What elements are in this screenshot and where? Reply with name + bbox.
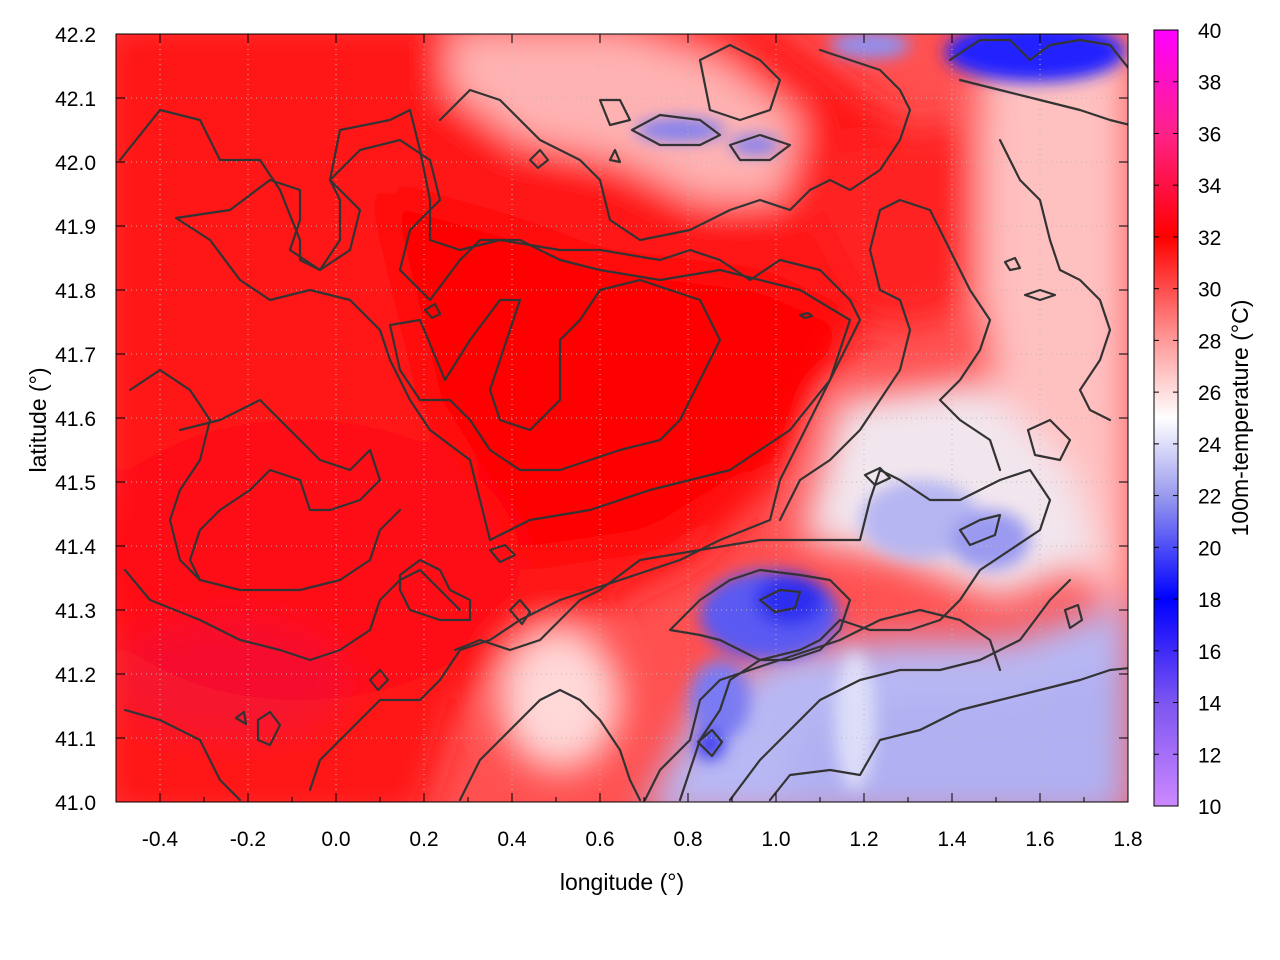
y-tick-label: 41.8 (55, 280, 96, 303)
contour-line (128, 368, 212, 582)
contour-line (423, 302, 442, 320)
y-tick-label: 42.1 (55, 88, 96, 111)
y-tick-label: 41.0 (55, 792, 96, 815)
contour-line (368, 668, 390, 692)
y-tick-label: 41.4 (55, 536, 96, 559)
colorbar-label: 100m-temperature (°C) (1227, 300, 1253, 537)
contour-line (758, 588, 802, 614)
colorbar-frame (1153, 29, 1179, 807)
y-tick-label: 42.2 (55, 24, 96, 47)
colorbar-ticks: 10 12 14 16 18 20 22 24 26 28 30 32 34 36 38 40 (1154, 20, 1222, 819)
colorbar-tick-label: 22 (1198, 486, 1221, 509)
colorbar-tick-label: 16 (1198, 641, 1221, 664)
y-axis-label: latitude (°) (25, 367, 51, 472)
contour-line (798, 311, 814, 320)
colorbar-tick-label: 34 (1198, 175, 1222, 198)
contour-line (958, 513, 1002, 547)
contour-line (508, 598, 532, 626)
y-tick-label: 41.2 (55, 664, 96, 687)
x-tick-label: 0.4 (497, 828, 527, 851)
colorbar-tick-label: 26 (1198, 382, 1221, 405)
contour-line (778, 198, 1002, 522)
contour-line (234, 710, 248, 726)
colorbar-tick-label: 40 (1198, 20, 1221, 43)
colorbar-tick-label: 20 (1198, 537, 1221, 560)
x-tick-label: 0.8 (673, 828, 702, 851)
y-tick-label: 41.3 (55, 600, 96, 623)
contour-line (643, 608, 1002, 802)
colorbar-tick-label: 28 (1198, 330, 1221, 353)
contour-line (698, 43, 782, 122)
contour-line (630, 113, 722, 147)
contour-line (398, 558, 472, 622)
contour-line (178, 398, 402, 592)
colorbar-tick-label: 14 (1198, 693, 1222, 716)
contour-line (174, 138, 852, 542)
y-tick-label: 41.7 (55, 344, 96, 367)
colorbar (1154, 30, 1178, 806)
contour-line (388, 278, 722, 472)
x-tick-label: 0.2 (409, 828, 438, 851)
x-tick-label: 1.6 (1025, 828, 1054, 851)
colorbar-tick-label: 38 (1198, 72, 1221, 95)
colorbar-tick-label: 12 (1198, 744, 1221, 767)
x-tick-label: -0.4 (142, 828, 179, 851)
contour-line (728, 133, 792, 162)
y-tick-label: 41.6 (55, 408, 96, 431)
contour-line (958, 78, 1128, 126)
colorbar-tick-label: 18 (1198, 589, 1221, 612)
x-axis-ticks: -0.4 -0.2 0.0 0.2 0.4 0.6 0.8 1.0 1.2 1.4 1.6 1.8 (142, 34, 1143, 851)
contour-line (438, 48, 912, 242)
contour-line (488, 543, 517, 564)
temperature-contours (118, 38, 1128, 802)
contour-line (598, 98, 632, 127)
contour-line (1063, 603, 1084, 630)
contour-line (1026, 418, 1072, 462)
x-tick-label: 0.0 (321, 828, 350, 851)
y-tick-label: 41.9 (55, 216, 96, 239)
contour-line (123, 568, 462, 662)
contour-line (668, 568, 852, 662)
colorbar-tick-label: 30 (1198, 279, 1221, 302)
y-tick-label: 41.1 (55, 728, 96, 751)
contour-line (123, 708, 242, 802)
contour-line (1023, 288, 1057, 302)
x-axis-label: longitude (°) (560, 869, 684, 895)
x-tick-label: 0.6 (585, 828, 614, 851)
contour-line (458, 688, 642, 802)
y-tick-label: 41.5 (55, 472, 96, 495)
contour-line (863, 466, 892, 487)
colorbar-tick-label: 10 (1198, 796, 1221, 819)
colorbar-tick-label: 36 (1198, 123, 1221, 146)
x-tick-label: -0.2 (230, 828, 266, 851)
contour-line (696, 728, 724, 758)
x-tick-label: 1.2 (849, 828, 878, 851)
contour-line (948, 38, 1128, 70)
x-tick-label: 1.0 (761, 828, 790, 851)
y-tick-label: 42.0 (55, 152, 96, 175)
contour-line (256, 710, 282, 747)
contour-line (528, 148, 550, 170)
x-tick-label: 1.8 (1113, 828, 1142, 851)
contour-line (768, 667, 1128, 802)
colorbar-tick-label: 24 (1198, 434, 1222, 457)
contour-line (453, 468, 1052, 802)
contour-line (998, 138, 1112, 422)
x-tick-label: 1.4 (937, 828, 967, 851)
contour-line (608, 148, 622, 164)
temperature-heatmap (116, 34, 1128, 802)
contour-line (1003, 256, 1022, 272)
y-axis-ticks: 41.0 41.1 41.2 41.3 41.4 41.5 41.6 41.7 41.8 41.9… (55, 24, 1128, 815)
colorbar-tick-label: 32 (1198, 227, 1221, 250)
contour-line (728, 578, 1072, 802)
